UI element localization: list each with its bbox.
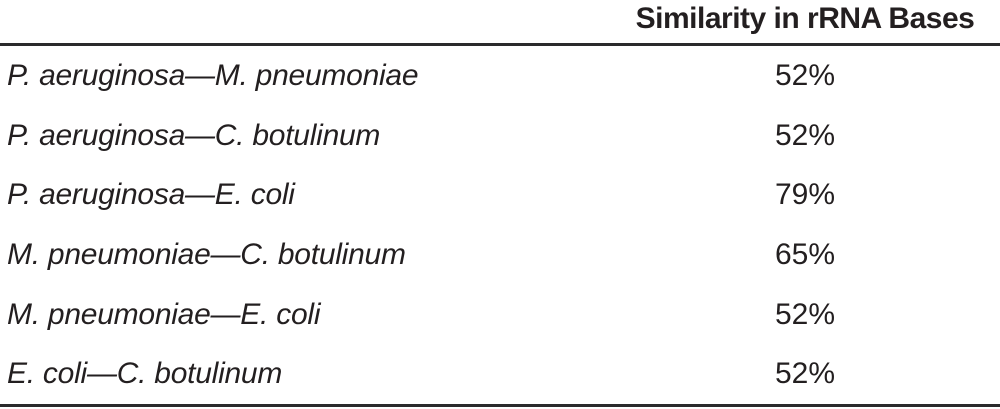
column-header-similarity: Similarity in rRNA Bases <box>635 2 975 35</box>
table-row: E. coli—C. botulinum 52% <box>0 344 1000 404</box>
similarity-value: 52% <box>774 297 836 331</box>
similarity-value: 52% <box>774 118 836 152</box>
table-row: P. aeruginosa—M. pneumoniae 52% <box>0 46 1000 106</box>
table-row: M. pneumoniae—E. coli 52% <box>0 285 1000 345</box>
table-body: P. aeruginosa—M. pneumoniae 52% P. aerug… <box>0 46 1000 407</box>
species-pair-label: P. aeruginosa—E. coli <box>7 178 295 212</box>
similarity-value: 52% <box>774 357 836 391</box>
species-pair-label: P. aeruginosa—M. pneumoniae <box>7 58 419 92</box>
similarity-value: 79% <box>774 178 836 212</box>
species-pair-label: P. aeruginosa—C. botulinum <box>7 118 381 152</box>
table-header-row: Similarity in rRNA Bases <box>0 0 1000 46</box>
similarity-value: 52% <box>774 58 836 92</box>
species-pair-label: E. coli—C. botulinum <box>7 357 283 391</box>
species-pair-label: M. pneumoniae—C. botulinum <box>7 237 406 271</box>
table-row: M. pneumoniae—C. botulinum 65% <box>0 225 1000 285</box>
species-pair-label: M. pneumoniae—E. coli <box>7 297 321 331</box>
table-row: P. aeruginosa—E. coli 79% <box>0 165 1000 225</box>
similarity-value: 65% <box>774 237 836 271</box>
table-row: P. aeruginosa—C. botulinum 52% <box>0 106 1000 166</box>
